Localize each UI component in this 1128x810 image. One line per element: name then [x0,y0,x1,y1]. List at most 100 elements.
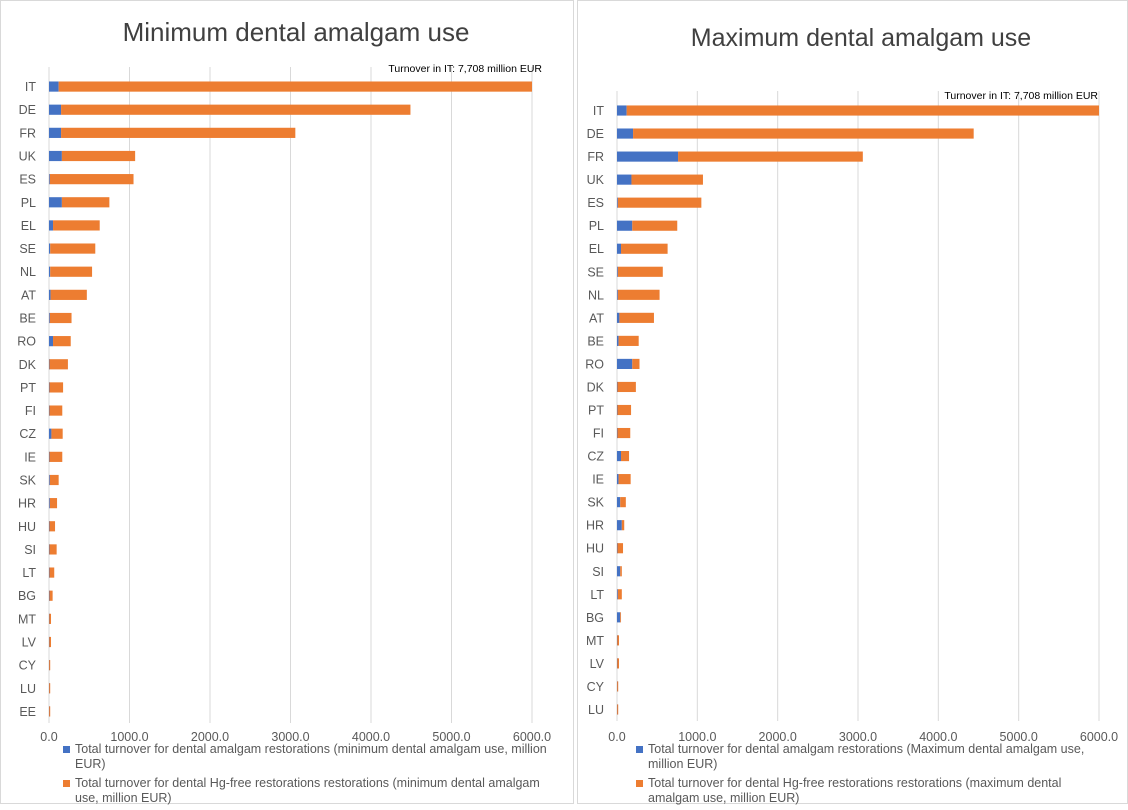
legend-swatch-hgfree [636,780,643,787]
category-label: CY [587,680,605,694]
category-label: ES [19,173,36,187]
category-label: BE [587,334,604,348]
category-label: MT [18,612,36,626]
x-tick-label: 0.0 [40,730,57,744]
bar-amalgam [617,381,618,393]
x-tick-label: 1000.0 [110,730,148,744]
bar-amalgam [617,497,621,508]
bar-hgfree [49,405,63,416]
bar-hgfree [49,174,134,185]
bar-amalgam [49,521,50,532]
x-tick-label: 0.0 [608,730,625,744]
category-label: SE [19,242,36,256]
bar-amalgam [617,474,619,485]
x-tick-label: 6000.0 [513,730,551,744]
bar-hgfree [49,613,52,624]
bar-amalgam [49,336,54,347]
category-label: SI [24,543,36,557]
bar-hgfree [617,266,663,277]
category-label: BG [18,589,36,603]
category-label: BE [19,312,36,326]
category-label: NL [588,288,604,302]
bar-hgfree [626,105,1099,116]
legend-label-amalgam: Total turnover for dental amalgam restor… [75,742,547,771]
bar-amalgam [49,451,50,462]
legend-label-hgfree: Total turnover for dental Hg-free restor… [648,776,1062,805]
bar-amalgam [49,498,50,509]
category-label: CZ [19,427,36,441]
category-label: DK [587,380,605,394]
bar-hgfree [51,428,63,439]
bar-amalgam [49,174,50,185]
legend-swatch-amalgam [63,746,70,753]
bar-amalgam [617,312,620,323]
category-label: DK [19,358,37,372]
bar-amalgam [49,197,62,208]
bar-hgfree [49,312,72,324]
bar-amalgam [49,405,50,416]
category-label: HR [586,519,604,533]
x-tick-label: 5000.0 [1000,730,1038,744]
chart-minimum: 0.0 1000.0 2000.0 3000.0 4000.0 5000.0 6000.0 M… [17,17,551,744]
chart-title: Maximum dental amalgam use [691,24,1031,52]
category-label: EE [19,705,36,719]
bar-amalgam [49,474,50,486]
bar-hgfree [617,289,660,300]
bar-hgfree [49,590,53,601]
bar-amalgam [49,359,50,370]
bar-amalgam [617,543,618,554]
category-label: HR [18,497,36,511]
chart-maximum: 0.0 1000.0 2000.0 3000.0 4000.0 5000.0 6000.0 M… [585,24,1118,744]
bar-amalgam [49,567,50,578]
category-label: SI [592,565,604,579]
category-label: IT [593,104,604,118]
bar-amalgam [49,428,52,439]
category-label: PT [20,381,36,395]
category-label: FR [19,126,36,140]
bar-amalgam [49,81,59,92]
category-label: UK [19,150,37,164]
bar-hgfree [61,127,296,138]
bar-hgfree [617,427,631,439]
category-label: HU [18,520,36,534]
category-label: CY [19,659,37,673]
bar-amalgam [49,243,51,254]
turnover-annotation: Turnover in IT: 7,708 million EUR [944,90,1098,102]
bar-hgfree [53,336,71,347]
bar-amalgam [49,220,54,231]
bar-amalgam [617,358,633,369]
bar-hgfree [618,335,639,346]
bar-amalgam [617,151,679,162]
bar-amalgam [617,174,632,185]
bar-amalgam [617,612,621,623]
category-label: MT [586,634,604,648]
bar-hgfree [631,174,703,185]
bar-hgfree [49,544,57,555]
bar-amalgam [617,566,621,577]
bar-amalgam [49,127,62,138]
category-label: SK [19,474,36,488]
bar-hgfree [678,151,863,162]
category-label: LV [22,636,37,650]
x-tick-label: 4000.0 [919,730,957,744]
bar-hgfree [49,660,51,671]
x-tick-label: 3000.0 [271,730,309,744]
bar-hgfree [49,521,56,532]
bar-amalgam [617,220,633,231]
category-label: LT [590,588,604,602]
bar-hgfree [58,81,532,92]
bar-hgfree [617,197,702,208]
x-tick-label: 2000.0 [759,730,797,744]
legend-maximum: Total turnover for dental amalgam restor… [636,742,1116,810]
chart-panel-maximum: 0.0 1000.0 2000.0 3000.0 4000.0 5000.0 6000.0 M… [577,0,1128,805]
bar-amalgam [617,404,618,416]
bar-hgfree [49,474,59,486]
bar-amalgam [617,427,618,439]
bar-amalgam [617,335,619,346]
bar-hgfree [61,150,136,162]
category-label: BG [586,611,604,625]
category-label: UK [587,173,605,187]
category-label: PL [21,196,36,210]
bar-hgfree [49,567,55,578]
legend-label-amalgam: Total turnover for dental amalgam restor… [648,742,1085,771]
